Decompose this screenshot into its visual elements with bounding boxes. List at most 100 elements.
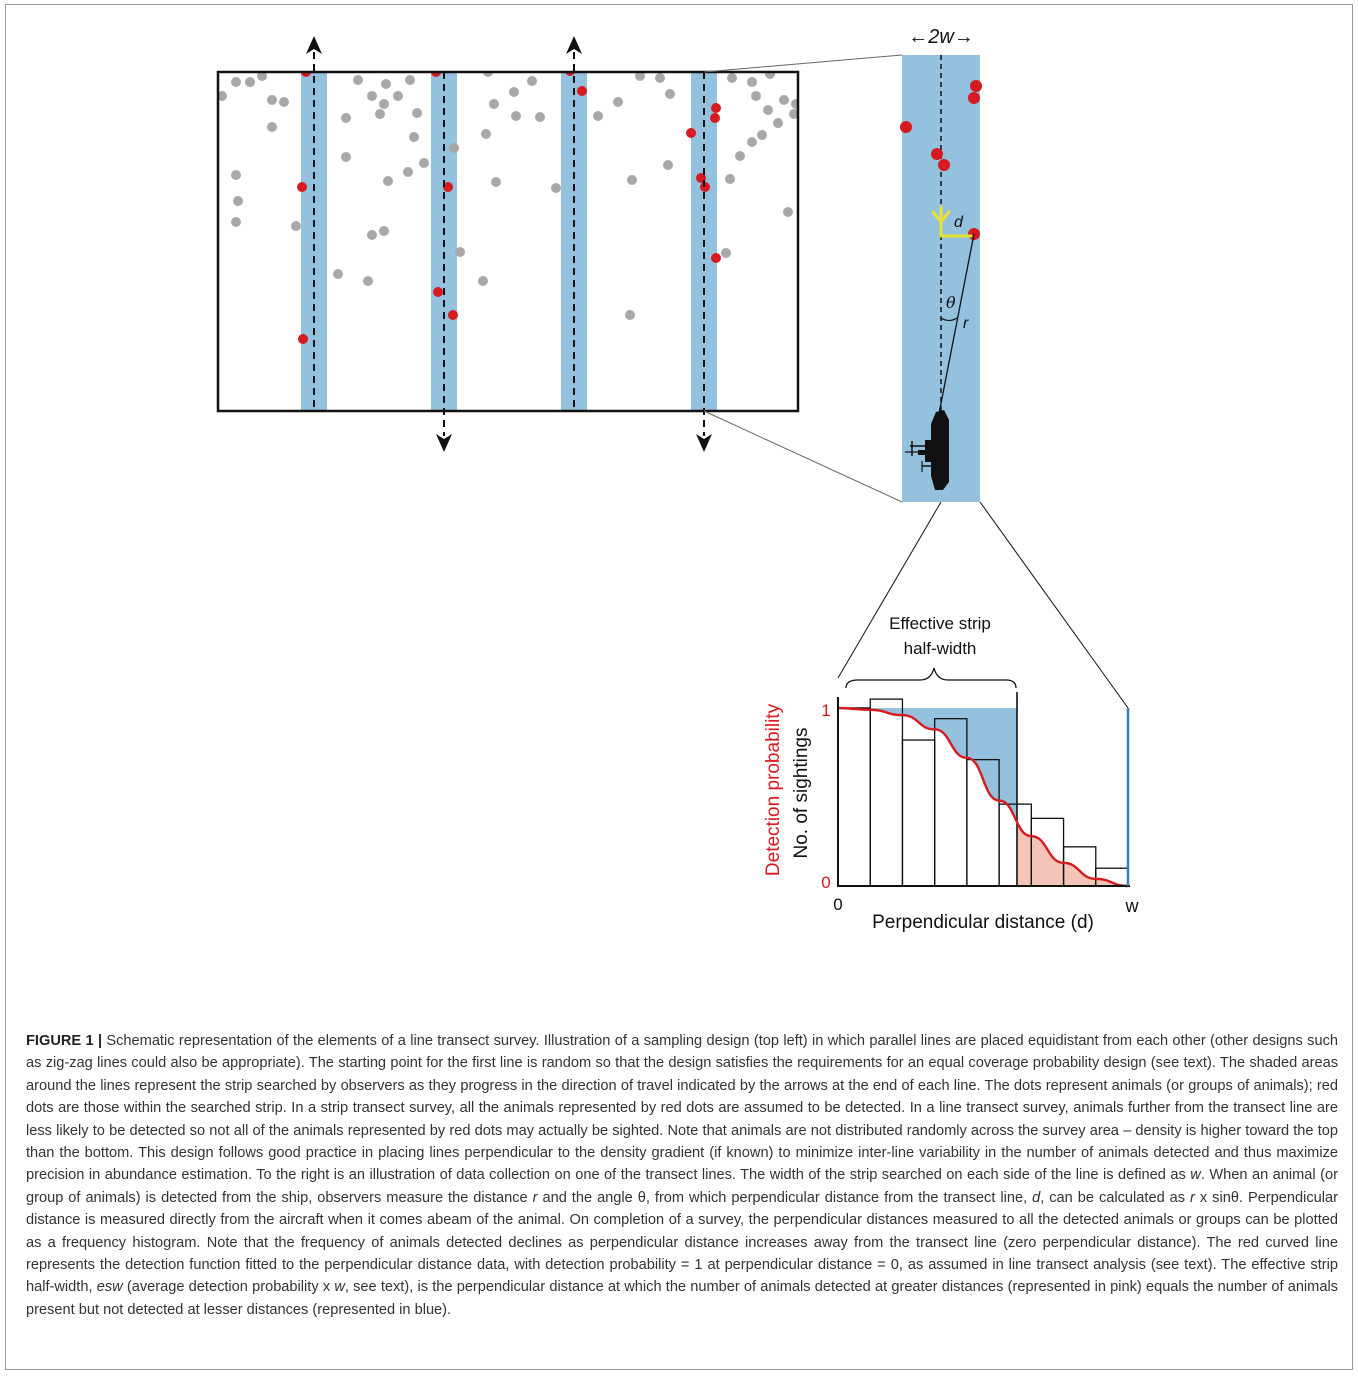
animal-dot-red <box>448 310 458 320</box>
histogram-bar <box>837 707 871 887</box>
figure-caption: FIGURE 1 | Schematic representation of t… <box>26 1030 1338 1321</box>
animal-dot-grey <box>267 122 277 132</box>
animal-dot-grey <box>763 105 773 115</box>
animal-dot-grey <box>267 95 277 105</box>
caption-text: , can be calculated as <box>1040 1189 1191 1206</box>
animal-dot-grey <box>747 77 757 87</box>
animal-dot-grey <box>383 176 393 186</box>
animal-dot-grey <box>279 97 289 107</box>
animal-dot-grey <box>393 91 403 101</box>
animal-dot-red <box>433 287 443 297</box>
ship-icon <box>905 410 949 490</box>
survey-area-border <box>216 70 800 413</box>
arrow-up-3 <box>566 36 582 54</box>
animal-dot-grey <box>527 76 537 86</box>
x-tick-left: 0 <box>833 895 842 914</box>
caption-text: . When an animal (or group of animals) i… <box>26 1167 1338 1206</box>
animal-dot-grey <box>593 111 603 121</box>
animal-dot-grey <box>773 118 783 128</box>
figure-frame <box>5 4 1353 1370</box>
animal-dot-grey <box>381 79 391 89</box>
animal-dot-grey <box>363 276 373 286</box>
animal-dot-grey <box>218 91 227 101</box>
y-tick-bottom: 0 <box>821 873 830 892</box>
detected-beyond-esw-area-pink <box>1017 822 1128 886</box>
strip-1 <box>301 72 327 411</box>
animal-dot-red <box>711 253 721 263</box>
animal-dot-grey <box>627 175 637 185</box>
histogram-bar <box>869 698 904 887</box>
animal-dot-grey <box>735 151 745 161</box>
esw-label-line1: Effective strip <box>889 614 991 633</box>
y-axis-label-black: No. of sightings <box>791 728 812 859</box>
arrow-down-2 <box>436 434 452 452</box>
r-label: r <box>963 315 969 332</box>
zoomed-animal-dot <box>900 121 912 133</box>
arrow-up-1 <box>306 36 322 54</box>
animal-dot-grey <box>257 72 267 81</box>
red-dots <box>297 72 721 344</box>
animal-dot-grey <box>341 113 351 123</box>
animal-dot-grey <box>791 99 798 109</box>
esw-label-line2: half-width <box>904 639 977 658</box>
animal-dot-grey <box>403 167 413 177</box>
animal-dot-grey <box>757 130 767 140</box>
animal-dot-grey <box>233 196 243 206</box>
histogram-bar <box>901 739 936 887</box>
animal-dot-grey <box>535 112 545 122</box>
caption-text: d <box>1032 1189 1041 1206</box>
animal-dot-grey <box>353 75 363 85</box>
zoomed-animal-dot <box>931 148 943 160</box>
animal-dot-grey <box>747 137 757 147</box>
theta-arc <box>940 317 958 322</box>
caption-text: w <box>334 1279 345 1296</box>
animal-dot-grey <box>405 75 415 85</box>
grey-dots <box>218 72 798 320</box>
animal-dot-grey <box>412 108 422 118</box>
animal-dot-red <box>298 334 308 344</box>
animal-dot-red <box>686 128 696 138</box>
observer-icon <box>931 205 973 238</box>
animal-dot-grey <box>509 87 519 97</box>
animal-dot-grey <box>367 230 377 240</box>
caption-text: x sinθ. Perpendicular distance is measur… <box>26 1189 1339 1296</box>
survey-area <box>216 36 800 452</box>
animal-dot-grey <box>783 207 793 217</box>
animal-dot-red <box>443 182 453 192</box>
animal-dot-grey <box>491 177 501 187</box>
animal-dot-grey <box>481 129 491 139</box>
detection-histogram: Effective strip half-width 1 0 0 w Perpe… <box>763 614 1140 933</box>
d-label: d <box>954 214 964 231</box>
zoom-connector-top <box>703 54 903 73</box>
animal-dot-grey <box>291 221 301 231</box>
animal-dot-grey <box>625 310 635 320</box>
x-axis-label: Perpendicular distance (d) <box>872 912 1094 933</box>
animal-dot-grey <box>663 160 673 170</box>
caption-text: r <box>532 1189 538 1206</box>
animal-dot-grey <box>341 152 351 162</box>
animal-dot-grey <box>478 276 488 286</box>
caption-text: and the angle θ, from which perpendicula… <box>537 1189 1033 1206</box>
animal-dot-grey <box>449 143 459 153</box>
zoomed-strip: ←2w→ d θ r <box>900 26 982 502</box>
animal-dot-grey <box>725 174 735 184</box>
animal-dot-grey <box>721 248 731 258</box>
animal-dot-grey <box>367 91 377 101</box>
y-tick-top: 1 <box>821 701 830 720</box>
animal-dot-grey <box>655 73 665 83</box>
sighting-line-r <box>936 233 975 425</box>
animal-dot-grey <box>455 247 465 257</box>
animal-dot-grey <box>789 109 798 119</box>
animal-dot-red <box>297 182 307 192</box>
caption-text: Schematic representation of the elements… <box>26 1033 1338 1184</box>
esw-brace <box>845 667 1017 689</box>
animal-dot-red <box>710 113 720 123</box>
animal-dot-grey <box>489 99 499 109</box>
detection-function-curve <box>837 706 1129 888</box>
figure-graphic: ←2w→ d θ r Effective strip <box>216 26 1140 933</box>
theta-label: θ <box>946 293 956 312</box>
animal-dot-grey <box>409 132 419 142</box>
animal-dot-grey <box>765 72 775 79</box>
animal-dot-grey <box>379 99 389 109</box>
hist-connector-left <box>837 501 942 679</box>
